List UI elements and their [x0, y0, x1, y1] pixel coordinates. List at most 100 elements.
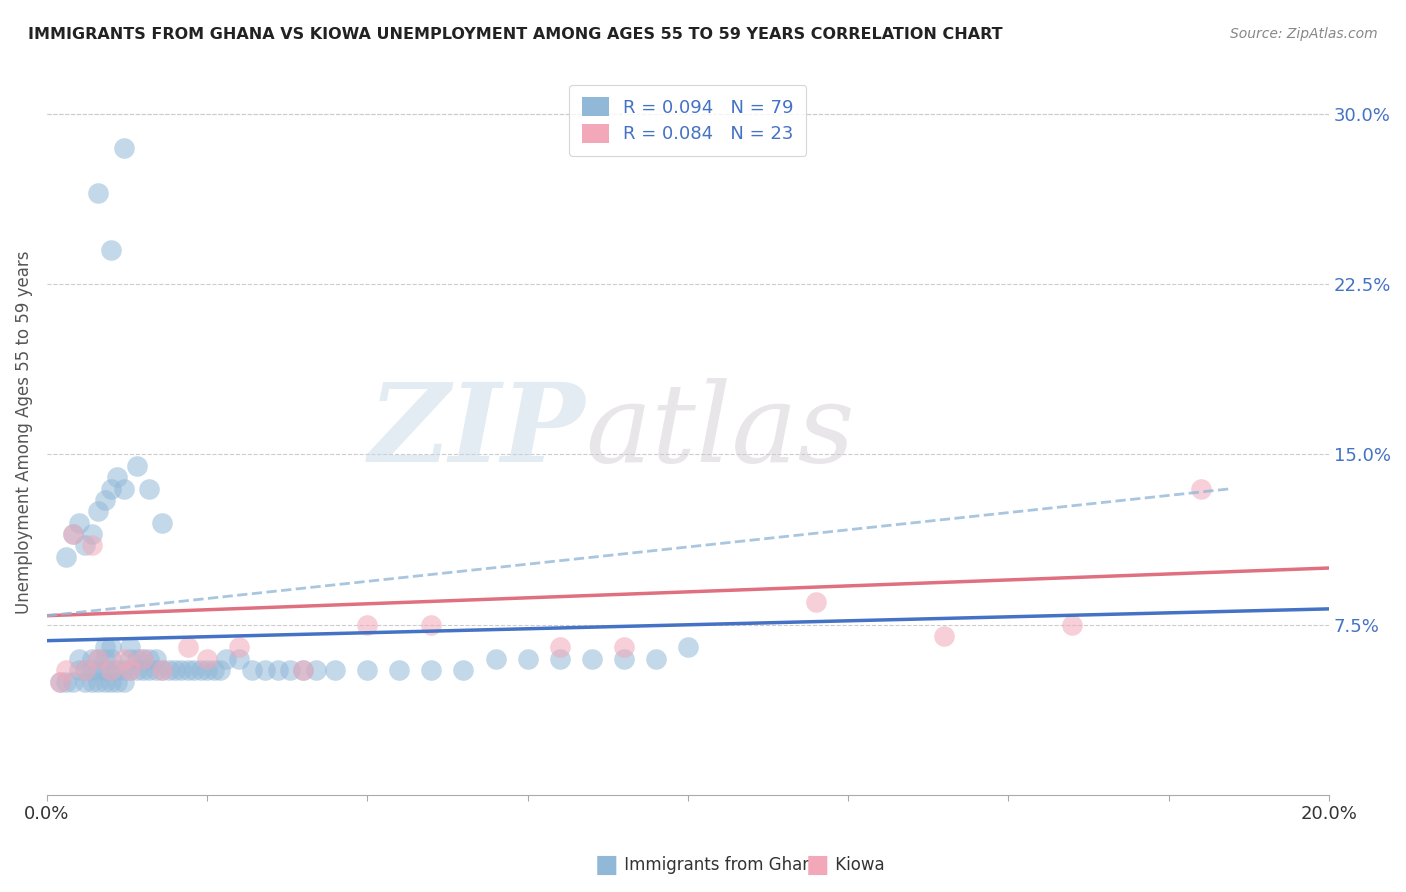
Point — [75, 663, 97, 677]
Point — [120, 652, 142, 666]
Point — [120, 663, 142, 677]
Point — [87, 652, 110, 666]
Point — [80, 652, 103, 666]
Point — [125, 663, 148, 677]
Point — [112, 141, 135, 155]
Point — [1062, 617, 1084, 632]
Point — [132, 663, 155, 677]
Point — [87, 663, 110, 677]
Point — [177, 663, 200, 677]
Point — [100, 243, 122, 257]
Point — [132, 652, 155, 666]
Point — [100, 640, 122, 655]
Point — [195, 652, 218, 666]
Point — [202, 663, 225, 677]
Point — [548, 652, 571, 666]
Legend: R = 0.094   N = 79, R = 0.084   N = 23: R = 0.094 N = 79, R = 0.084 N = 23 — [569, 85, 807, 156]
Point — [676, 640, 699, 655]
Point — [55, 663, 77, 677]
Text: atlas: atlas — [585, 378, 855, 485]
Point — [48, 674, 70, 689]
Point — [112, 652, 135, 666]
Point — [93, 663, 115, 677]
Point — [105, 470, 128, 484]
Point — [55, 549, 77, 564]
Point — [80, 663, 103, 677]
Point — [93, 492, 115, 507]
Text: ■: ■ — [595, 854, 619, 877]
Point — [120, 663, 142, 677]
Point — [87, 504, 110, 518]
Point — [613, 640, 636, 655]
Y-axis label: Unemployment Among Ages 55 to 59 years: Unemployment Among Ages 55 to 59 years — [15, 250, 32, 614]
Point — [150, 516, 173, 530]
Point — [125, 458, 148, 473]
Point — [420, 617, 443, 632]
Point — [215, 652, 238, 666]
Point — [93, 652, 115, 666]
Point — [323, 663, 346, 677]
Point — [266, 663, 288, 677]
Point — [93, 640, 115, 655]
Point — [934, 629, 956, 643]
Text: ZIP: ZIP — [368, 378, 585, 485]
Point — [356, 617, 378, 632]
Point — [112, 482, 135, 496]
Point — [138, 652, 160, 666]
Point — [100, 674, 122, 689]
Point — [228, 652, 250, 666]
Point — [195, 663, 218, 677]
Point — [183, 663, 205, 677]
Point — [356, 663, 378, 677]
Point — [75, 663, 97, 677]
Point — [228, 640, 250, 655]
Point — [80, 527, 103, 541]
Point — [48, 674, 70, 689]
Point — [138, 482, 160, 496]
Point — [87, 652, 110, 666]
Point — [62, 527, 84, 541]
Point — [280, 663, 302, 677]
Point — [55, 674, 77, 689]
Point — [138, 663, 160, 677]
Point — [253, 663, 276, 677]
Text: ■: ■ — [806, 854, 830, 877]
Point — [165, 663, 187, 677]
Point — [145, 652, 167, 666]
Point — [80, 674, 103, 689]
Point — [100, 482, 122, 496]
Point — [100, 663, 122, 677]
Point — [305, 663, 328, 677]
Point — [112, 674, 135, 689]
Point — [516, 652, 538, 666]
Point — [644, 652, 666, 666]
Point — [292, 663, 315, 677]
Point — [80, 538, 103, 552]
Point — [105, 663, 128, 677]
Point — [67, 663, 90, 677]
Point — [75, 674, 97, 689]
Point — [581, 652, 603, 666]
Point — [87, 674, 110, 689]
Point — [388, 663, 411, 677]
Point — [484, 652, 506, 666]
Point — [150, 663, 173, 677]
Point — [112, 663, 135, 677]
Point — [100, 652, 122, 666]
Point — [67, 516, 90, 530]
Point — [548, 640, 571, 655]
Point — [292, 663, 315, 677]
Point — [75, 538, 97, 552]
Point — [105, 674, 128, 689]
Point — [125, 652, 148, 666]
Point — [93, 674, 115, 689]
Point — [120, 640, 142, 655]
Point — [145, 663, 167, 677]
Point — [170, 663, 193, 677]
Point — [804, 595, 827, 609]
Point — [62, 674, 84, 689]
Text: Immigrants from Ghana: Immigrants from Ghana — [619, 856, 823, 874]
Point — [150, 663, 173, 677]
Point — [453, 663, 475, 677]
Point — [62, 527, 84, 541]
